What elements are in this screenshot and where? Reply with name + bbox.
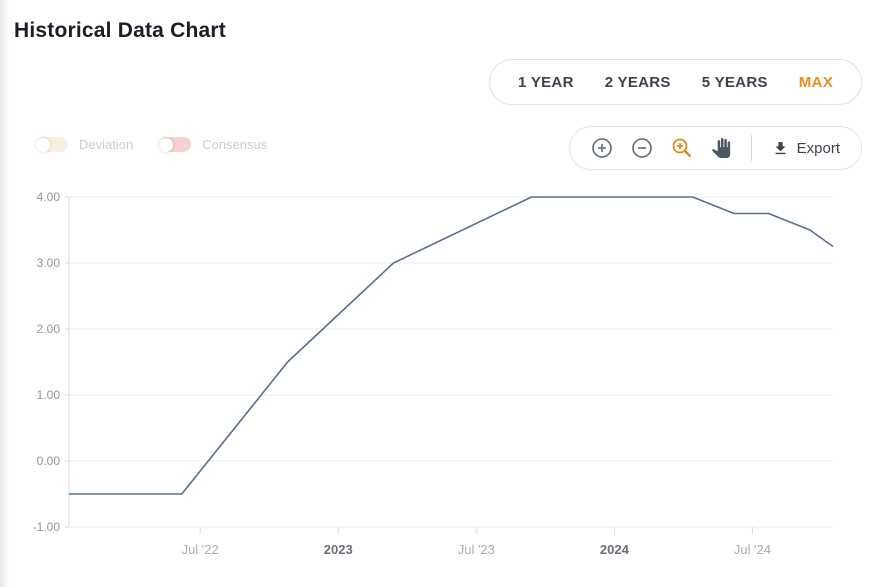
legend-item-deviation[interactable]: Deviation [36,137,133,152]
y-axis-label: 0.00 [37,454,61,468]
page-edge-shadow [0,0,9,587]
y-axis-label: 2.00 [37,322,61,336]
x-axis-label: Jul '24 [734,542,771,557]
y-axis-label: 1.00 [37,388,61,402]
y-axis-label: 3.00 [37,256,61,270]
consensus-toggle[interactable] [159,137,192,152]
pan-button[interactable] [711,136,731,160]
range-button-1-year[interactable]: 1 YEAR [517,73,574,91]
toggle-knob [159,137,174,152]
chart-legend: Deviation Consensus [36,137,267,152]
chart-canvas[interactable]: 4.00 3.00 2.00 1.00 0.00 -1.00 Jul '22 2023 Jul … [0,180,872,580]
export-button-label: Export [796,139,840,157]
zoom-in-button[interactable] [591,136,613,160]
toggle-knob [36,137,50,152]
pan-hand-icon [711,138,730,158]
download-icon [775,141,786,154]
zoom-in-icon [591,138,612,158]
x-axis-label: Jul '23 [458,542,495,557]
x-axis-label: 2023 [324,542,353,557]
y-axis-label: 4.00 [37,190,61,204]
series-line-actual[interactable] [69,196,834,495]
deviation-toggle[interactable] [36,137,68,152]
export-button[interactable]: Export [772,136,840,160]
legend-item-consensus[interactable]: Consensus [159,137,267,152]
x-axis-label: Jul '22 [182,542,219,557]
range-button-5-years[interactable]: 5 YEARS [701,73,768,91]
y-axis-label: -1.00 [33,520,61,534]
zoom-out-icon [631,138,652,158]
time-range-selector: 1 YEAR 2 YEARS 5 YEARS MAX [488,59,862,105]
page-title: Historical Data Chart [14,19,226,42]
chart-toolbar: Export [568,126,862,170]
toolbar-divider [750,135,752,161]
range-button-2-years[interactable]: 2 YEARS [604,73,671,91]
legend-label-consensus: Consensus [202,137,268,152]
zoom-out-button[interactable] [631,136,653,160]
x-axis-label: 2024 [600,542,630,557]
range-button-max[interactable]: MAX [798,73,833,91]
legend-label-deviation: Deviation [79,137,134,152]
zoom-select-button[interactable] [671,136,693,160]
line-chart[interactable]: 4.00 3.00 2.00 1.00 0.00 -1.00 Jul '22 2023 Jul … [0,180,872,580]
zoom-select-icon [672,138,691,158]
